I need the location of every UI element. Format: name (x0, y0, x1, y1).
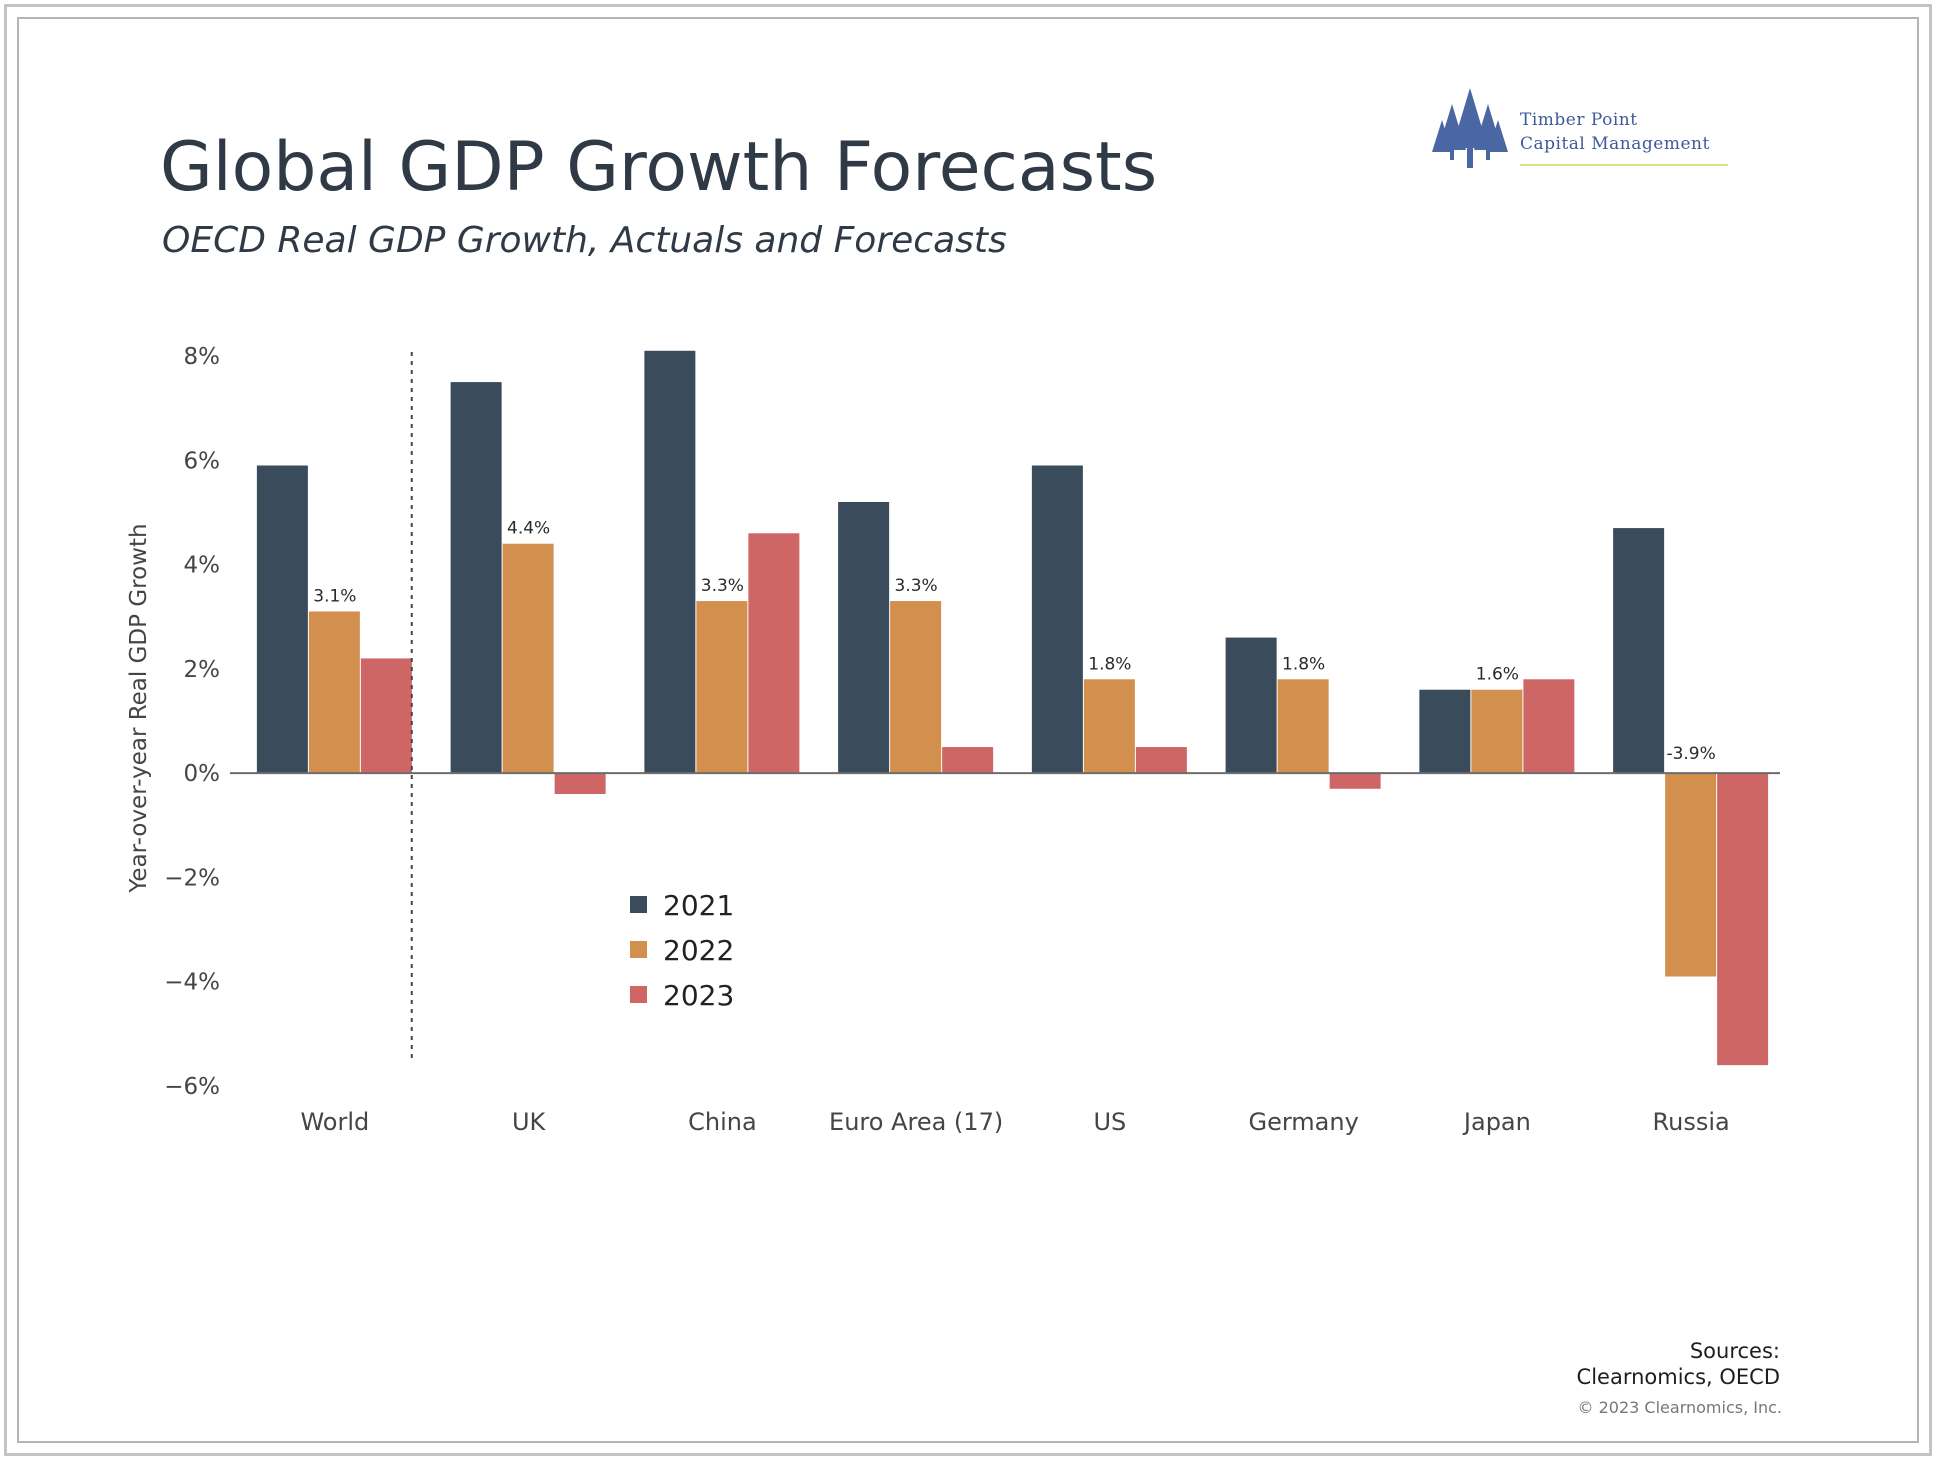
y-tick-label: 4% (184, 553, 221, 579)
legend-label-2022: 2022 (663, 934, 734, 967)
y-tick-label: 8% (184, 344, 221, 370)
y-tick-label: −4% (164, 970, 220, 996)
data-labels-group: 3.1% 4.4% 3.3% 3.3% 1.8% 1.8% 1.6% -3.9% (313, 519, 1716, 764)
y-axis-label: Year-over-year Real GDP Growth (126, 523, 152, 893)
chart-legend: 2021 2022 2023 (630, 889, 734, 1012)
legend-label-2021: 2021 (663, 889, 734, 922)
x-tick-label-germany: Germany (1248, 1108, 1358, 1136)
x-tick-label-world: World (300, 1108, 369, 1136)
bar-japan-2023 (1523, 679, 1575, 774)
y-axis-ticks: 8% 6% 4% 2% 0% −2% −4% −6% (164, 344, 220, 1100)
bar-us-2021 (1031, 465, 1083, 774)
bar-world-2023 (360, 658, 412, 774)
bar-russia-2021 (1613, 528, 1665, 774)
bar-russia-2022 (1665, 773, 1717, 977)
bar-japan-2022 (1471, 689, 1523, 774)
sources-text: Sources: Clearnomics, OECD (1576, 1339, 1780, 1389)
tree-logo-icon (1432, 88, 1508, 168)
bar-us-2023 (1135, 747, 1187, 774)
y-tick-label: 0% (184, 761, 221, 787)
bar-euro-area-17-2021 (838, 502, 890, 774)
data-label-china-2022: 3.3% (701, 576, 744, 596)
bar-uk-2021 (450, 382, 502, 774)
x-tick-label-us: US (1093, 1108, 1126, 1136)
data-label-world-2022: 3.1% (313, 587, 356, 607)
x-tick-label-japan: Japan (1462, 1108, 1531, 1136)
bars-group (256, 350, 1769, 1066)
bar-germany-2021 (1225, 637, 1277, 774)
x-tick-label-russia: Russia (1653, 1108, 1730, 1136)
data-label-russia-2022: -3.9% (1666, 744, 1715, 764)
data-label-euro-area-17-2022: 3.3% (895, 576, 938, 596)
x-tick-label-china: China (688, 1108, 757, 1136)
outer-frame (4, 4, 1932, 1456)
bar-japan-2021 (1419, 689, 1471, 774)
bar-china-2022 (696, 601, 748, 774)
bar-germany-2022 (1277, 679, 1329, 774)
y-tick-label: 6% (184, 448, 221, 474)
legend-swatch-2022 (630, 941, 647, 958)
bar-uk-2022 (502, 543, 554, 774)
bar-russia-2023 (1717, 773, 1769, 1066)
x-tick-label-euro-area-17: Euro Area (17) (829, 1108, 1003, 1136)
bar-germany-2023 (1329, 773, 1381, 789)
legend-swatch-2023 (630, 986, 647, 1003)
x-axis-labels: World UK China Euro Area (17) US Germany Japan… (300, 1108, 1729, 1136)
timber-point-logo: Timber Point Capital Management (1430, 86, 1740, 176)
bar-euro-area-17-2023 (942, 747, 994, 774)
data-label-japan-2022: 1.6% (1476, 665, 1519, 685)
inner-frame (17, 17, 1919, 1443)
page-title: Global GDP Growth Forecasts (160, 128, 1158, 207)
y-tick-label: −6% (164, 1074, 220, 1100)
y-tick-label: −2% (164, 865, 220, 891)
legend-label-2023: 2023 (663, 979, 734, 1012)
data-label-us-2022: 1.8% (1088, 654, 1131, 674)
logo-line-1: Timber Point (1520, 110, 1638, 130)
bar-us-2022 (1083, 679, 1135, 774)
page-subtitle: OECD Real GDP Growth, Actuals and Foreca… (162, 220, 1007, 261)
bar-china-2023 (748, 533, 800, 774)
bar-uk-2023 (554, 773, 606, 794)
bar-euro-area-17-2022 (890, 601, 942, 774)
data-label-uk-2022: 4.4% (507, 519, 550, 539)
bar-world-2021 (256, 465, 308, 774)
sources-note: Sources: Clearnomics, OECD (1550, 1338, 1780, 1390)
x-tick-label-uk: UK (512, 1108, 547, 1136)
bar-china-2021 (644, 350, 696, 774)
logo-underline (1520, 164, 1728, 166)
data-label-germany-2022: 1.8% (1282, 654, 1325, 674)
logo-line-2: Capital Management (1520, 134, 1710, 154)
bar-world-2022 (308, 611, 360, 774)
copyright-note: © 2023 Clearnomics, Inc. (1577, 1398, 1782, 1417)
legend-swatch-2021 (630, 896, 647, 913)
y-tick-label: 2% (184, 657, 221, 683)
